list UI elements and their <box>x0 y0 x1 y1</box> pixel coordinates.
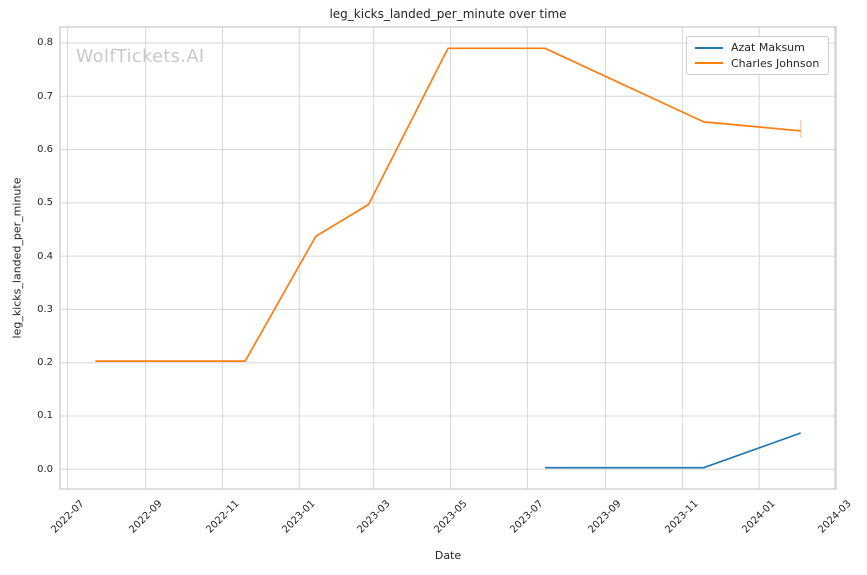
legend-item: Charles Johnson <box>695 56 820 71</box>
chart-title: leg_kicks_landed_per_minute over time <box>329 7 567 21</box>
series-line-charles-johnson <box>95 47 801 362</box>
legend-item: Azat Maksum <box>695 40 820 55</box>
watermark: WolfTickets.AI <box>76 47 205 67</box>
axes-spines <box>59 26 837 490</box>
y-axis-label: leg_kicks_landed_per_minute <box>10 177 24 339</box>
legend: Azat Maksum Charles Johnson <box>686 36 829 75</box>
legend-line-swatch <box>695 46 723 49</box>
legend-label: Azat Maksum <box>731 41 805 55</box>
legend-label: Charles Johnson <box>731 56 820 70</box>
legend-line-swatch <box>695 62 723 65</box>
x-axis-label: Date <box>434 549 462 562</box>
series-line-azat-maksum <box>545 432 801 469</box>
